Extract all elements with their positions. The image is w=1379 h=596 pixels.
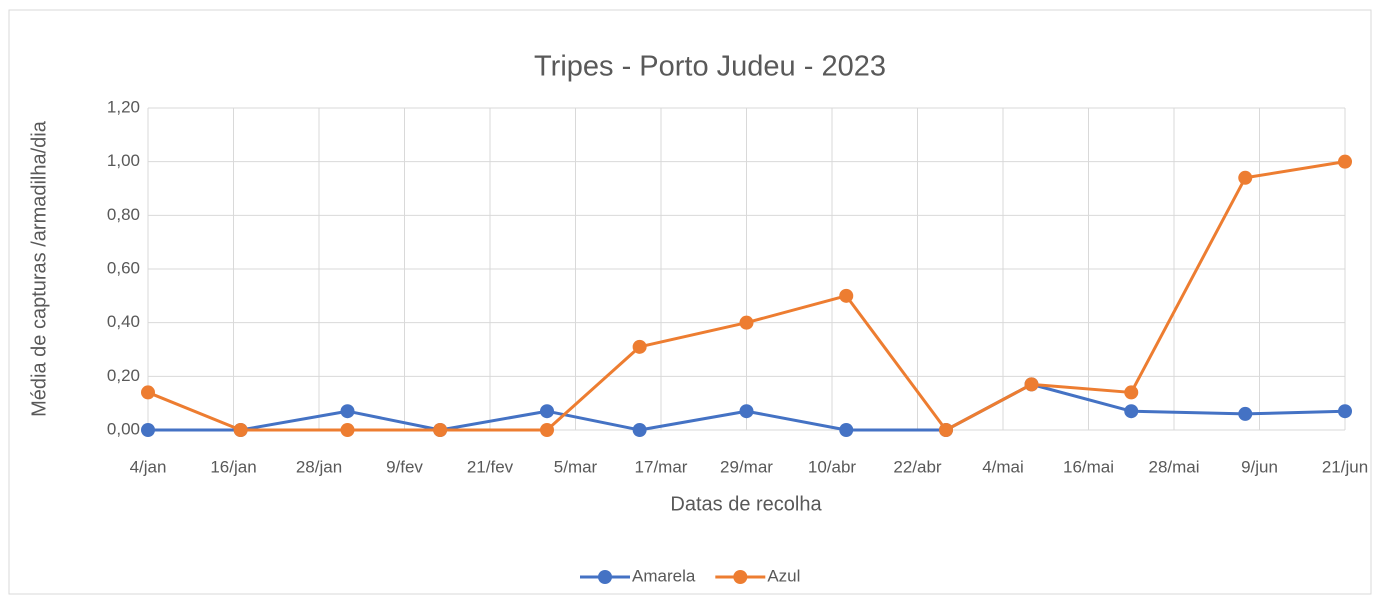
data-point	[141, 423, 155, 437]
x-tick-label: 22/abr	[893, 457, 942, 476]
y-tick-label: 1,20	[107, 97, 140, 116]
x-tick-label: 28/mai	[1148, 457, 1199, 476]
y-tick-label: 0,60	[107, 258, 140, 277]
x-tick-label: 29/mar	[720, 457, 773, 476]
data-point	[939, 423, 953, 437]
y-axis-title: Média de capturas /armadilha/dia	[28, 120, 50, 417]
data-point	[233, 423, 248, 437]
chart-title: Tripes - Porto Judeu - 2023	[534, 51, 886, 83]
data-point	[1238, 406, 1253, 421]
data-point	[632, 423, 647, 437]
x-tick-label: 16/jan	[210, 457, 256, 476]
y-tick-label: 0,40	[107, 312, 140, 331]
data-point	[839, 423, 854, 437]
x-tick-label: 16/mai	[1063, 457, 1114, 476]
data-point	[839, 288, 854, 303]
x-axis-title: Datas de recolha	[670, 493, 822, 515]
data-point	[632, 339, 647, 354]
data-point	[1238, 170, 1253, 185]
data-point	[540, 404, 554, 419]
data-point	[433, 423, 448, 437]
data-point	[1124, 385, 1139, 400]
data-point	[1338, 404, 1352, 419]
x-tick-label: 4/mai	[982, 457, 1024, 476]
data-point	[340, 423, 355, 437]
x-tick-label: 17/mar	[635, 457, 688, 476]
data-point	[739, 404, 754, 419]
data-point	[1024, 377, 1039, 392]
legend-marker	[733, 570, 748, 584]
data-point	[739, 315, 754, 330]
x-tick-label: 28/jan	[296, 457, 342, 476]
legend-label: Amarela	[632, 566, 696, 585]
x-tick-label: 5/mar	[554, 457, 598, 476]
data-point	[1124, 404, 1139, 419]
chart-border	[8, 9, 1372, 595]
x-tick-label: 21/jun	[1322, 457, 1368, 476]
data-point	[340, 404, 355, 419]
x-tick-label: 10/abr	[808, 457, 857, 476]
y-tick-label: 0,80	[107, 205, 140, 224]
data-point	[540, 423, 554, 437]
y-tick-label: 0,20	[107, 366, 140, 385]
x-tick-label: 9/fev	[386, 457, 423, 476]
x-tick-label: 4/jan	[130, 457, 167, 476]
data-point	[141, 385, 155, 400]
data-point	[1338, 154, 1352, 169]
y-tick-label: 1,00	[107, 151, 140, 170]
x-tick-label: 21/fev	[467, 457, 514, 476]
legend-label: Azul	[767, 566, 800, 585]
legend-marker	[598, 570, 612, 584]
y-tick-label: 0,00	[107, 419, 140, 438]
x-tick-label: 9/jun	[1241, 457, 1278, 476]
